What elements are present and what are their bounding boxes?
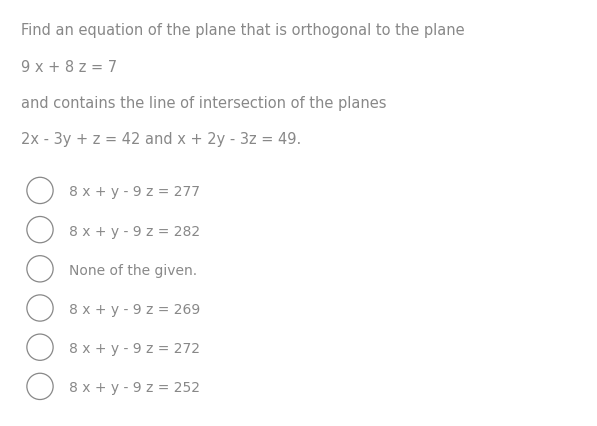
Text: 8 x + y - 9 z = 272: 8 x + y - 9 z = 272: [69, 342, 199, 356]
Text: 8 x + y - 9 z = 269: 8 x + y - 9 z = 269: [69, 303, 200, 317]
Text: 8 x + y - 9 z = 277: 8 x + y - 9 z = 277: [69, 185, 199, 199]
Text: Find an equation of the plane that is orthogonal to the plane: Find an equation of the plane that is or…: [21, 23, 464, 38]
Text: 2x - 3y + z = 42 and x + 2y - 3z = 49.: 2x - 3y + z = 42 and x + 2y - 3z = 49.: [21, 132, 301, 147]
Text: and contains the line of intersection of the planes: and contains the line of intersection of…: [21, 96, 386, 111]
Text: None of the given.: None of the given.: [69, 264, 197, 278]
Text: 9 x + 8 z = 7: 9 x + 8 z = 7: [21, 60, 117, 75]
Text: 8 x + y - 9 z = 252: 8 x + y - 9 z = 252: [69, 381, 199, 395]
Text: 8 x + y - 9 z = 282: 8 x + y - 9 z = 282: [69, 225, 200, 239]
